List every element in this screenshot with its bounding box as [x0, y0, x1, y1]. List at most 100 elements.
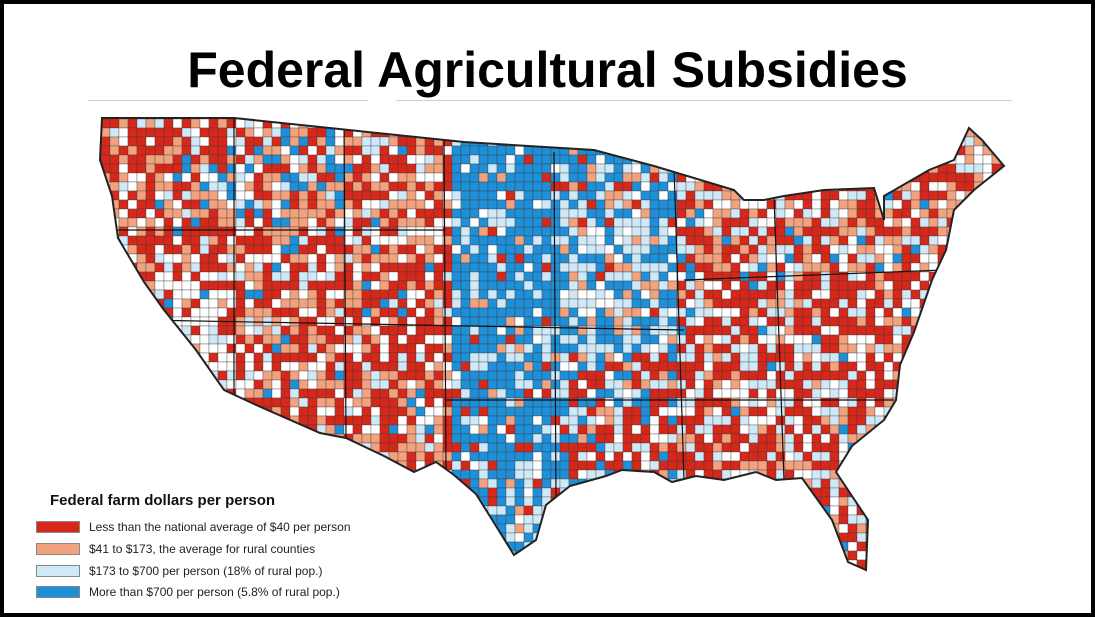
county-cell: [307, 271, 318, 282]
county-cell: [595, 289, 606, 300]
county-cell: [289, 208, 300, 219]
county-cell: [226, 199, 237, 210]
county-cell: [352, 208, 363, 219]
county-cell: [955, 496, 966, 507]
county-cell: [1000, 514, 1004, 525]
county-cell: [208, 469, 219, 480]
county-cell: [964, 298, 975, 309]
county-cell: [802, 442, 813, 453]
county-cell: [235, 307, 246, 318]
county-cell: [1000, 478, 1004, 489]
county-cell: [820, 415, 831, 426]
county-cell: [622, 388, 633, 399]
county-cell: [784, 235, 795, 246]
county-cell: [559, 406, 570, 417]
county-cell: [451, 262, 462, 273]
county-cell: [883, 118, 894, 129]
county-cell: [874, 397, 885, 408]
county-cell: [946, 298, 957, 309]
county-cell: [640, 415, 651, 426]
county-cell: [487, 541, 498, 552]
county-cell: [127, 325, 138, 336]
county-cell: [361, 217, 372, 228]
county-cell: [109, 172, 120, 183]
county-cell: [946, 271, 957, 282]
county-cell: [289, 235, 300, 246]
county-cell: [415, 289, 426, 300]
county-cell: [280, 325, 291, 336]
county-cell: [307, 262, 318, 273]
county-cell: [514, 415, 525, 426]
county-cell: [1010, 533, 1019, 542]
county-cell: [856, 235, 867, 246]
county-cell: [586, 496, 597, 507]
county-cell: [181, 280, 192, 291]
county-cell: [397, 118, 408, 129]
county-cell: [892, 415, 903, 426]
county-cell: [910, 487, 921, 498]
county-cell: [100, 226, 111, 237]
county-cell: [577, 127, 588, 138]
county-cell: [559, 208, 570, 219]
county-cell: [766, 118, 777, 120]
county-cell: [730, 451, 741, 462]
county-cell: [622, 271, 633, 282]
county-cell: [532, 262, 543, 273]
county-cell: [469, 460, 480, 471]
county-cell: [847, 199, 858, 210]
county-cell: [694, 523, 705, 534]
county-cell: [532, 442, 543, 453]
county-cell: [676, 433, 687, 444]
county-cell: [892, 136, 903, 147]
county-cell: [523, 523, 534, 534]
county-cell: [532, 487, 543, 498]
county-cell: [379, 289, 390, 300]
county-cell: [415, 199, 426, 210]
county-cell: [748, 442, 759, 453]
county-cell: [325, 154, 336, 165]
county-cell: [271, 433, 282, 444]
county-cell: [460, 334, 471, 345]
county-cell: [559, 523, 570, 534]
county-cell: [172, 379, 183, 390]
county-cell: [685, 190, 696, 201]
county-cell: [721, 271, 732, 282]
county-cell: [820, 442, 831, 453]
county-cell: [910, 460, 921, 471]
county-cell: [181, 388, 192, 399]
county-cell: [946, 280, 957, 291]
county-cell: [982, 379, 993, 390]
county-cell: [631, 118, 642, 120]
county-cell: [847, 460, 858, 471]
county-cell: [253, 217, 264, 228]
county-cell: [397, 361, 408, 372]
county-cell: [442, 118, 453, 129]
county-cell: [631, 505, 642, 516]
county-cell: [739, 127, 750, 138]
county-cell: [874, 172, 885, 183]
county-cell: [838, 136, 849, 147]
county-cell: [649, 307, 660, 318]
county-cell: [388, 334, 399, 345]
county-cell: [262, 343, 273, 354]
county-cell: [280, 343, 291, 354]
county-cell: [775, 172, 786, 183]
county-cell: [901, 262, 912, 273]
county-cell: [505, 523, 516, 534]
county-cell: [163, 406, 174, 417]
county-cell: [901, 307, 912, 318]
county-cell: [595, 163, 606, 174]
county-cell: [856, 181, 867, 192]
county-cell: [235, 145, 246, 156]
county-cell: [271, 334, 282, 345]
county-cell: [685, 505, 696, 516]
county-cell: [541, 424, 552, 435]
county-cell: [505, 280, 516, 291]
county-cell: [190, 289, 201, 300]
county-cell: [838, 172, 849, 183]
county-cell: [973, 415, 984, 426]
county-cell: [694, 208, 705, 219]
county-cell: [892, 316, 903, 327]
county-cell: [892, 460, 903, 471]
county-cell: [721, 235, 732, 246]
